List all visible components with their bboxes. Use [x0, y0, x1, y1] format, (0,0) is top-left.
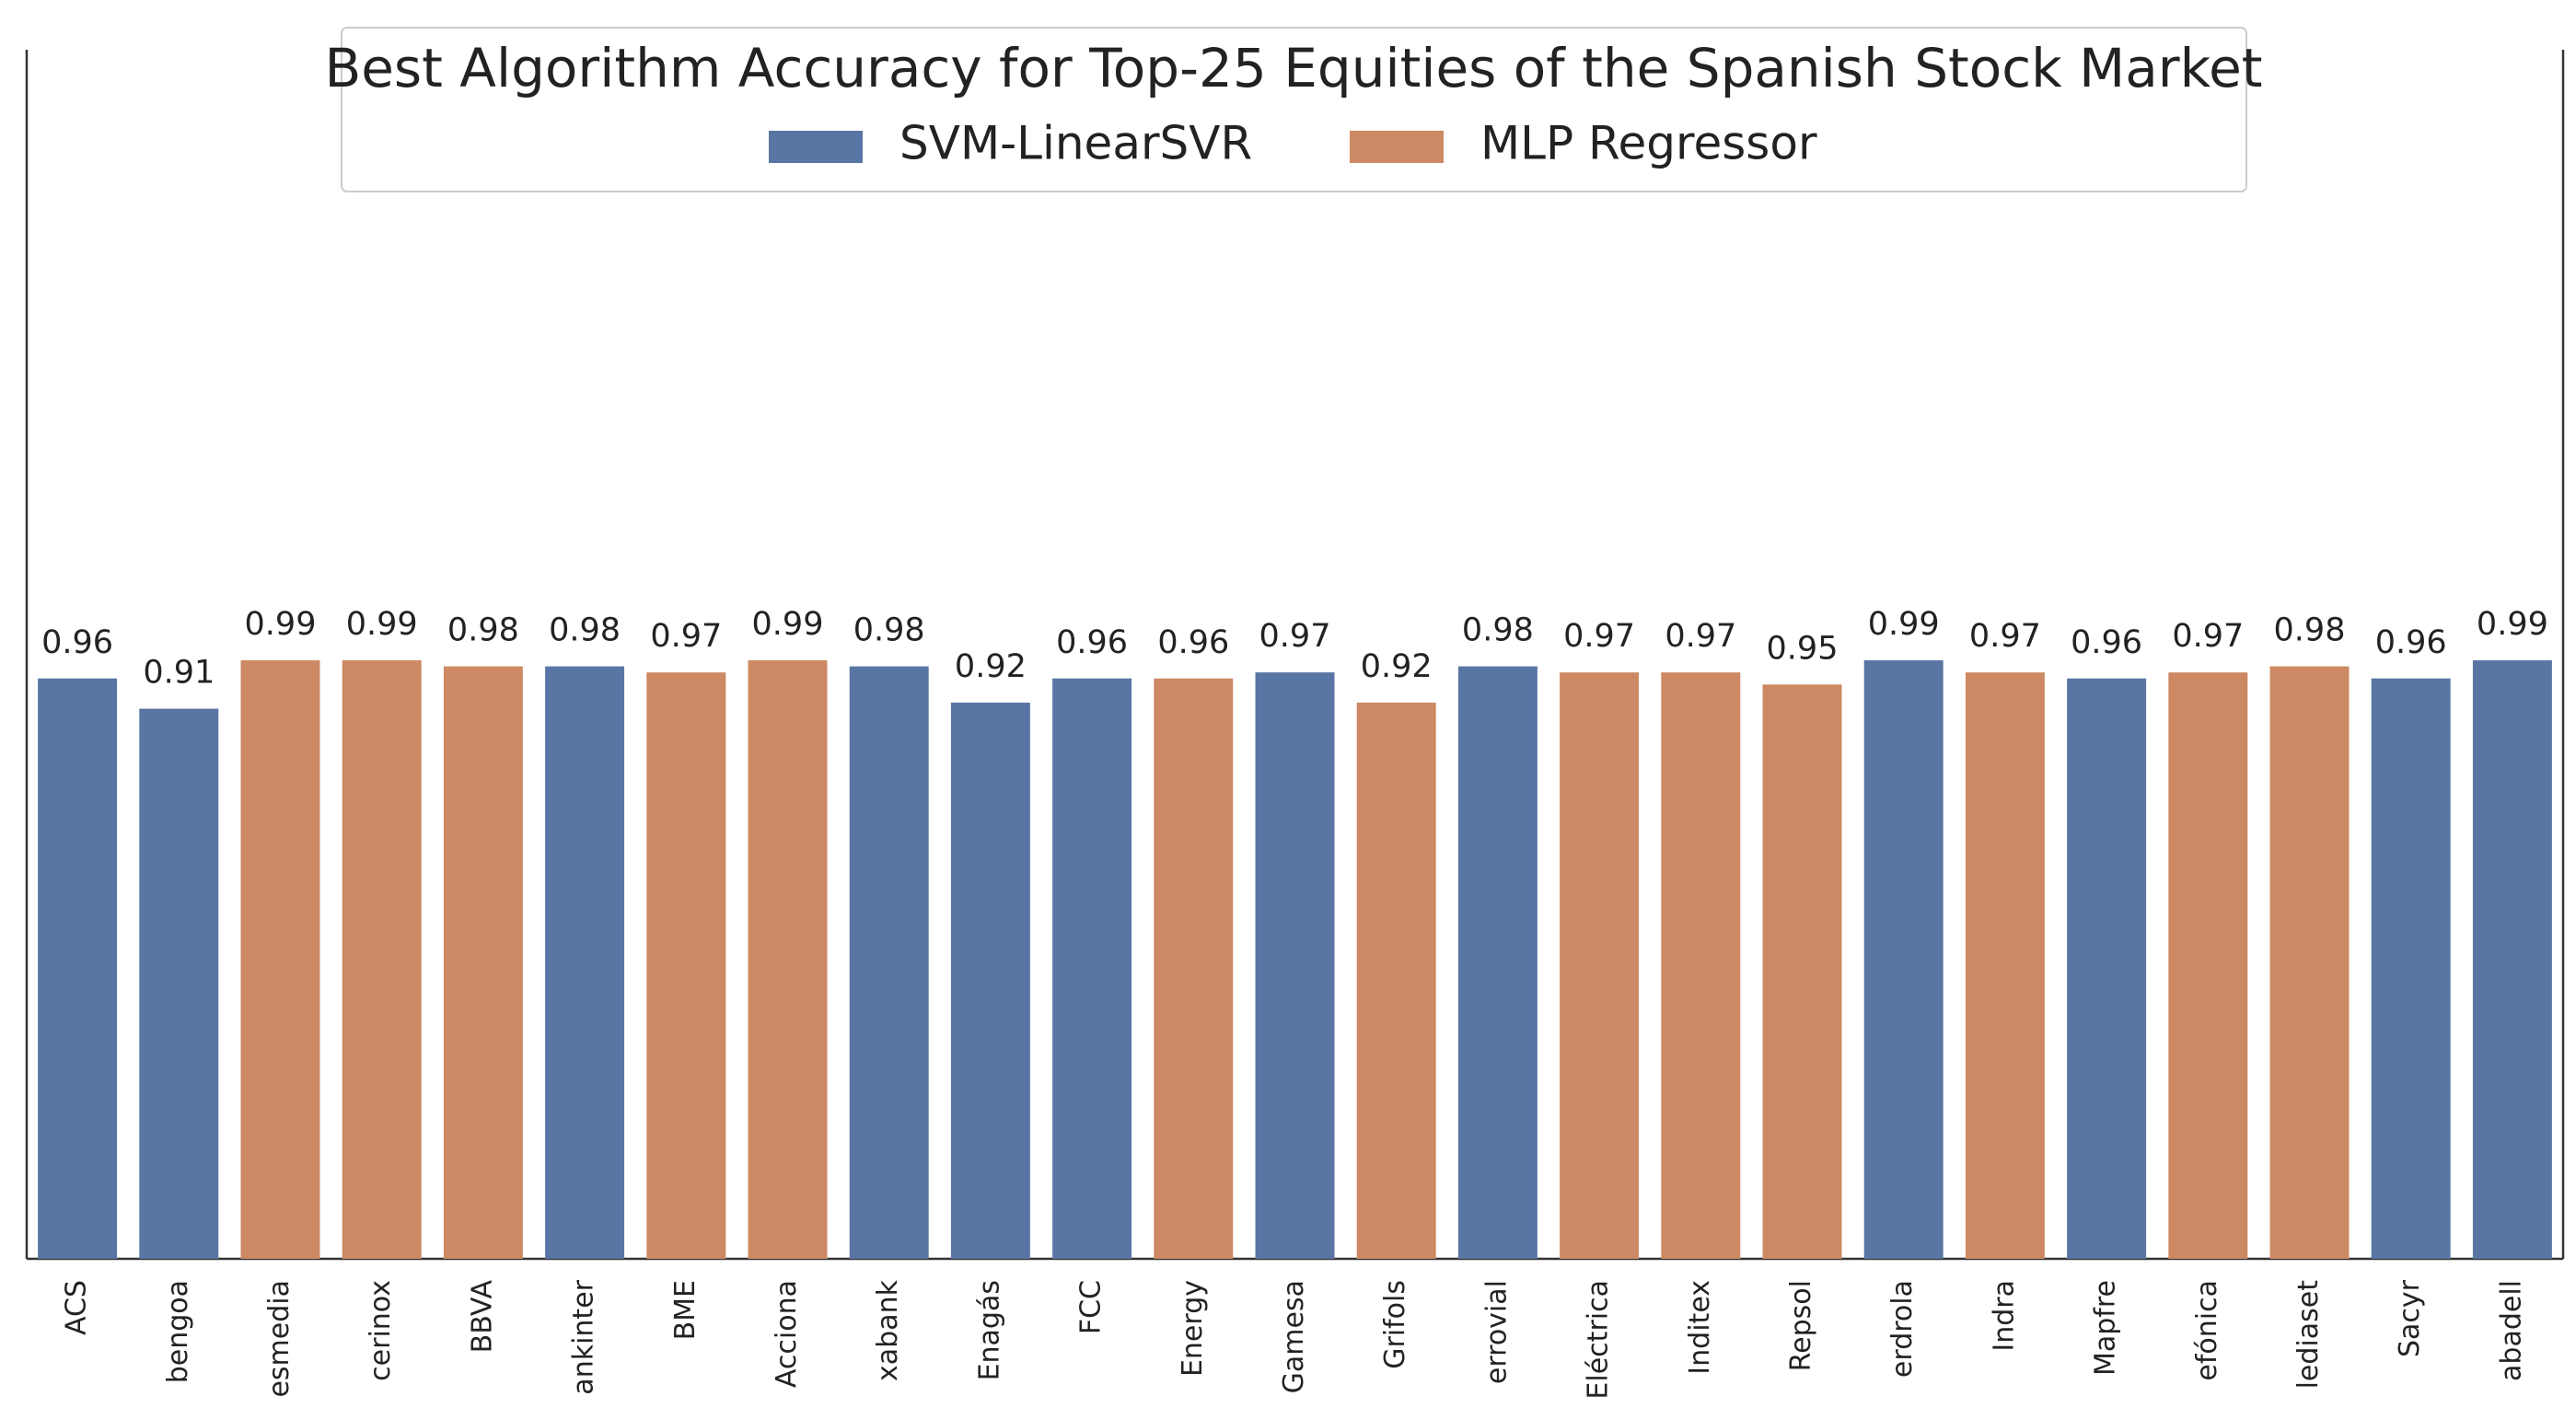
x-tick-label: Inditex	[1684, 1280, 1716, 1375]
value-label: 0.97	[1665, 618, 1736, 655]
value-label: 0.98	[2274, 612, 2346, 649]
legend-label: SVM-LinearSVR	[899, 117, 1252, 170]
x-tick-label: Eléctrica	[1583, 1280, 1615, 1400]
value-label: 0.98	[1462, 612, 1534, 649]
value-label: 0.96	[1056, 624, 1128, 661]
legend-swatch	[769, 131, 863, 163]
x-tick-label: Acciona	[771, 1280, 803, 1388]
x-tick-label: ACS	[61, 1280, 93, 1335]
value-label: 0.97	[1969, 618, 2041, 655]
x-tick-label: esmedia	[263, 1280, 296, 1398]
bar	[139, 708, 219, 1259]
legend-label: MLP Regressor	[1480, 117, 1817, 170]
value-label: 0.97	[2172, 618, 2244, 655]
bars: 0.96 0.91 0.98 0.98 0.92 0.96 0.97 0.98 0.99 0.96…	[38, 606, 2552, 1259]
bar	[2371, 678, 2451, 1259]
x-tick-label: xabank	[872, 1279, 904, 1381]
x-tick-label: Gamesa	[1278, 1280, 1310, 1393]
value-label: 0.98	[447, 612, 519, 649]
bar	[1762, 684, 1842, 1259]
legend-swatch	[1350, 131, 1444, 163]
bar	[2168, 672, 2248, 1259]
bar	[38, 678, 118, 1259]
bar	[240, 660, 320, 1259]
value-label: 0.92	[955, 648, 1027, 685]
x-tick-label: Indra	[1988, 1280, 2020, 1352]
x-tick-label: BME	[669, 1280, 702, 1340]
x-tick-label: Grifols	[1379, 1280, 1411, 1369]
x-tick-label: abadell	[2495, 1280, 2527, 1381]
value-label: 0.99	[1868, 606, 1940, 643]
bar	[1863, 660, 1944, 1259]
bar	[849, 666, 929, 1259]
value-label: 0.97	[1563, 618, 1635, 655]
x-tick-label: Mapfre	[2090, 1280, 2122, 1376]
x-tick-label: efónica	[2191, 1280, 2223, 1381]
value-label: 0.92	[1361, 648, 1433, 685]
bar	[342, 660, 422, 1259]
x-tick-label: cerinox	[365, 1280, 397, 1381]
x-tick-label: ankinter	[568, 1279, 600, 1394]
value-label: 0.99	[245, 606, 317, 643]
bar	[1154, 678, 1234, 1259]
x-tick-label: Sacyr	[2394, 1279, 2426, 1357]
bar	[2067, 678, 2147, 1259]
bar	[2269, 666, 2350, 1259]
bar	[1052, 678, 1132, 1259]
bar	[1965, 672, 2045, 1259]
bar	[1255, 672, 1335, 1259]
value-label: 0.91	[143, 655, 215, 692]
value-label: 0.96	[1157, 624, 1229, 661]
bar	[950, 703, 1030, 1259]
x-tick-label: BBVA	[466, 1280, 498, 1354]
legend: SVM-LinearSVR MLP Regressor	[769, 117, 1817, 170]
bar	[646, 672, 726, 1259]
x-tick-label: Repsol	[1785, 1280, 1817, 1371]
bar	[1457, 666, 1537, 1259]
x-tick-label: Energy	[1177, 1280, 1209, 1377]
value-label: 0.95	[1767, 630, 1839, 667]
x-tick-label: lediaset	[2292, 1280, 2325, 1390]
bar	[2472, 660, 2552, 1259]
bar	[545, 666, 625, 1259]
value-label: 0.99	[2477, 606, 2548, 643]
bar	[1356, 703, 1436, 1259]
value-label: 0.98	[549, 612, 621, 649]
bar	[1560, 672, 1640, 1259]
value-label: 0.99	[346, 606, 418, 643]
chart-title: Best Algorithm Accuracy for Top-25 Equit…	[324, 37, 2262, 99]
value-label: 0.97	[1259, 618, 1331, 655]
value-label: 0.96	[2375, 624, 2447, 661]
value-label: 0.99	[752, 606, 824, 643]
value-label: 0.96	[2071, 624, 2142, 661]
value-label: 0.96	[41, 624, 113, 661]
value-label: 0.97	[650, 618, 722, 655]
bar	[1661, 672, 1741, 1259]
value-label: 0.98	[853, 612, 925, 649]
x-tick-label: bengoa	[162, 1280, 194, 1383]
x-tick-label: Enagás	[973, 1280, 1005, 1380]
x-tick-label: erdrola	[1886, 1280, 1919, 1378]
x-tick-label: FCC	[1075, 1280, 1108, 1334]
bar	[443, 666, 523, 1259]
bar	[748, 660, 828, 1259]
x-tick-label: errovial	[1480, 1280, 1513, 1384]
